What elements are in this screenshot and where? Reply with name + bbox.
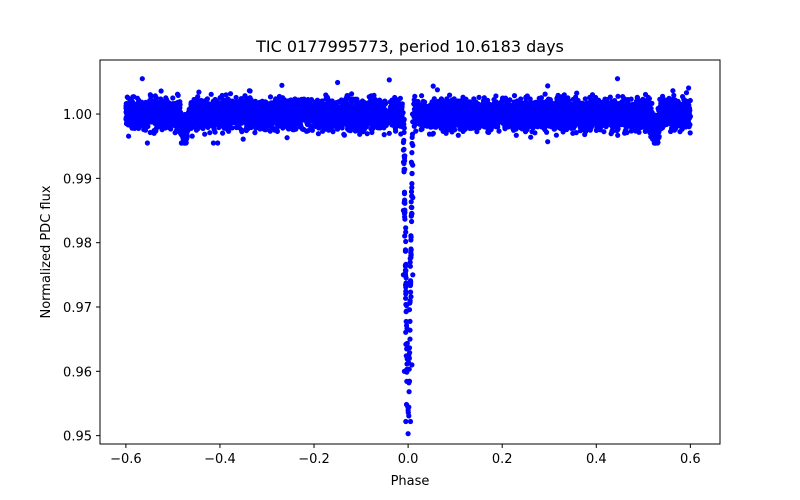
data-point xyxy=(267,94,274,100)
data-point xyxy=(545,139,551,145)
data-point xyxy=(601,129,607,135)
data-point xyxy=(369,126,375,132)
data-point xyxy=(634,94,640,100)
data-point xyxy=(234,100,240,106)
data-point xyxy=(493,93,499,99)
data-point xyxy=(680,94,686,100)
data-point xyxy=(126,133,132,139)
data-point xyxy=(538,95,545,101)
data-point xyxy=(262,127,268,133)
data-point xyxy=(349,91,355,97)
data-point xyxy=(377,97,383,103)
data-point xyxy=(413,128,419,134)
data-point xyxy=(670,88,676,94)
data-point xyxy=(243,127,249,134)
data-point xyxy=(553,132,560,138)
data-point xyxy=(615,93,621,99)
data-point xyxy=(202,131,208,137)
data-point xyxy=(227,91,234,97)
data-point xyxy=(622,96,628,102)
data-point xyxy=(636,129,642,135)
data-point xyxy=(252,130,258,136)
data-point xyxy=(686,85,692,91)
data-point xyxy=(279,82,285,88)
data-point xyxy=(253,125,259,131)
data-point xyxy=(158,88,164,94)
data-point xyxy=(233,94,239,101)
data-point xyxy=(207,130,213,136)
data-point xyxy=(170,95,176,101)
data-point xyxy=(205,124,211,130)
data-point xyxy=(341,131,347,137)
data-point xyxy=(476,94,482,100)
data-point xyxy=(528,134,534,140)
data-point xyxy=(301,96,307,102)
data-point xyxy=(455,132,461,138)
data-point xyxy=(189,133,195,139)
data-point xyxy=(361,126,367,132)
data-point xyxy=(420,98,426,104)
data-point xyxy=(683,90,690,96)
data-point xyxy=(532,130,538,136)
data-point xyxy=(522,129,529,135)
data-point xyxy=(196,89,202,95)
data-point xyxy=(574,90,580,96)
data-point xyxy=(144,140,150,146)
data-point xyxy=(412,93,418,99)
data-point xyxy=(223,92,229,98)
data-point xyxy=(544,129,550,135)
data-point xyxy=(545,83,551,89)
data-point xyxy=(671,92,677,98)
data-point xyxy=(309,127,315,133)
data-point xyxy=(687,130,693,136)
data-point xyxy=(682,124,688,130)
data-points xyxy=(123,76,693,437)
data-point xyxy=(210,140,216,146)
data-point xyxy=(364,131,370,137)
chart-title: TIC 0177995773, period 10.6183 days xyxy=(255,37,564,56)
data-point xyxy=(434,87,440,93)
data-point xyxy=(200,125,206,131)
data-point xyxy=(284,135,290,141)
data-point xyxy=(573,94,579,100)
data-point xyxy=(240,136,246,142)
data-point xyxy=(208,91,214,97)
data-point xyxy=(247,88,253,94)
data-point xyxy=(315,131,321,137)
data-point xyxy=(249,121,255,127)
data-point xyxy=(615,132,621,138)
data-point xyxy=(677,129,683,135)
